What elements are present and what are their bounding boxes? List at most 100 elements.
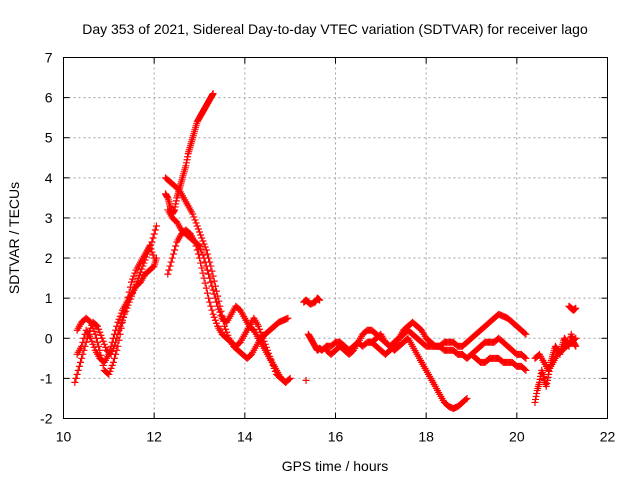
grid-lines bbox=[63, 57, 608, 419]
data-point bbox=[149, 263, 157, 271]
data-point bbox=[192, 219, 200, 227]
series-arc-8 bbox=[300, 294, 324, 308]
data-point bbox=[73, 370, 81, 378]
data-point bbox=[152, 222, 160, 230]
data-point bbox=[199, 251, 207, 259]
data-point bbox=[80, 334, 88, 342]
data-point bbox=[200, 274, 208, 282]
series-arc-14 bbox=[531, 334, 580, 374]
data-point bbox=[97, 331, 105, 339]
data-point bbox=[205, 270, 213, 278]
data-point bbox=[208, 306, 216, 314]
data-point bbox=[108, 361, 116, 369]
data-point bbox=[168, 254, 176, 262]
data-point bbox=[194, 225, 202, 233]
data-point bbox=[91, 330, 99, 338]
x-tick-label: 22 bbox=[600, 429, 616, 445]
data-point bbox=[114, 318, 122, 326]
data-point bbox=[285, 375, 293, 383]
data-point bbox=[75, 362, 83, 370]
data-point bbox=[165, 266, 173, 274]
plot-frame bbox=[63, 57, 608, 419]
data-point bbox=[130, 272, 138, 280]
data-point bbox=[209, 90, 217, 98]
data-point bbox=[522, 366, 530, 374]
data-point bbox=[209, 286, 217, 294]
data-point bbox=[201, 279, 209, 287]
data-point bbox=[197, 231, 205, 239]
data-point bbox=[167, 258, 175, 266]
data-point bbox=[94, 338, 101, 346]
data-point bbox=[258, 331, 266, 339]
data-point bbox=[210, 313, 218, 321]
data-point bbox=[265, 349, 273, 357]
x-tick-label: 16 bbox=[328, 429, 344, 445]
data-point bbox=[190, 213, 198, 221]
data-point bbox=[210, 277, 218, 285]
series-arc-1 bbox=[71, 222, 160, 386]
data-point bbox=[152, 254, 160, 262]
data-point bbox=[112, 350, 120, 358]
data-point bbox=[213, 319, 220, 327]
data-point bbox=[196, 228, 203, 236]
data-point bbox=[209, 310, 217, 318]
data-point bbox=[210, 290, 218, 298]
data-point bbox=[89, 340, 97, 348]
data-point bbox=[259, 334, 267, 342]
data-point bbox=[208, 267, 216, 275]
data-point bbox=[128, 278, 135, 286]
data-point bbox=[74, 366, 82, 374]
data-point bbox=[202, 262, 210, 270]
data-point bbox=[208, 282, 216, 290]
data-point bbox=[199, 269, 207, 277]
y-tick-label: 5 bbox=[45, 130, 53, 146]
data-point bbox=[203, 250, 211, 258]
data-point bbox=[203, 266, 211, 274]
data-point bbox=[207, 278, 215, 286]
data-point bbox=[254, 322, 262, 330]
data-point bbox=[87, 334, 95, 342]
series-arc-15 bbox=[565, 302, 580, 314]
data-point bbox=[151, 226, 159, 234]
x-tick-label: 14 bbox=[237, 429, 253, 445]
data-point bbox=[203, 289, 211, 297]
data-point bbox=[90, 327, 98, 335]
data-point bbox=[88, 337, 96, 345]
series-arc-6 bbox=[164, 206, 290, 386]
data-point bbox=[129, 275, 137, 283]
data-point bbox=[266, 352, 274, 360]
data-point bbox=[77, 358, 84, 366]
data-point bbox=[169, 250, 177, 258]
data-point bbox=[131, 269, 139, 277]
data-point bbox=[86, 317, 94, 325]
data-point bbox=[284, 314, 292, 322]
data-point bbox=[107, 342, 115, 350]
data-point bbox=[164, 270, 172, 278]
data-point bbox=[197, 245, 205, 253]
data-point bbox=[302, 376, 310, 384]
data-point bbox=[113, 322, 121, 330]
data-point bbox=[189, 210, 197, 218]
data-point bbox=[264, 346, 271, 354]
data-point bbox=[521, 365, 529, 373]
data-point bbox=[106, 346, 114, 354]
data-point bbox=[256, 325, 264, 333]
data-point bbox=[521, 329, 529, 337]
y-tick-label: 2 bbox=[45, 250, 53, 266]
series-arc-3 bbox=[73, 254, 160, 366]
data-point bbox=[207, 302, 215, 310]
data-point bbox=[106, 367, 114, 375]
data-points bbox=[71, 90, 580, 412]
data-point bbox=[95, 342, 103, 350]
data-point bbox=[214, 302, 222, 310]
data-point bbox=[94, 322, 101, 330]
data-point bbox=[192, 242, 200, 250]
x-tick-label: 10 bbox=[56, 429, 72, 445]
data-point bbox=[521, 353, 529, 361]
data-point bbox=[117, 324, 125, 332]
series-arc-5 bbox=[162, 174, 292, 362]
data-point bbox=[198, 264, 206, 272]
data-point bbox=[193, 246, 201, 254]
data-point bbox=[213, 298, 220, 306]
data-point bbox=[109, 358, 117, 366]
